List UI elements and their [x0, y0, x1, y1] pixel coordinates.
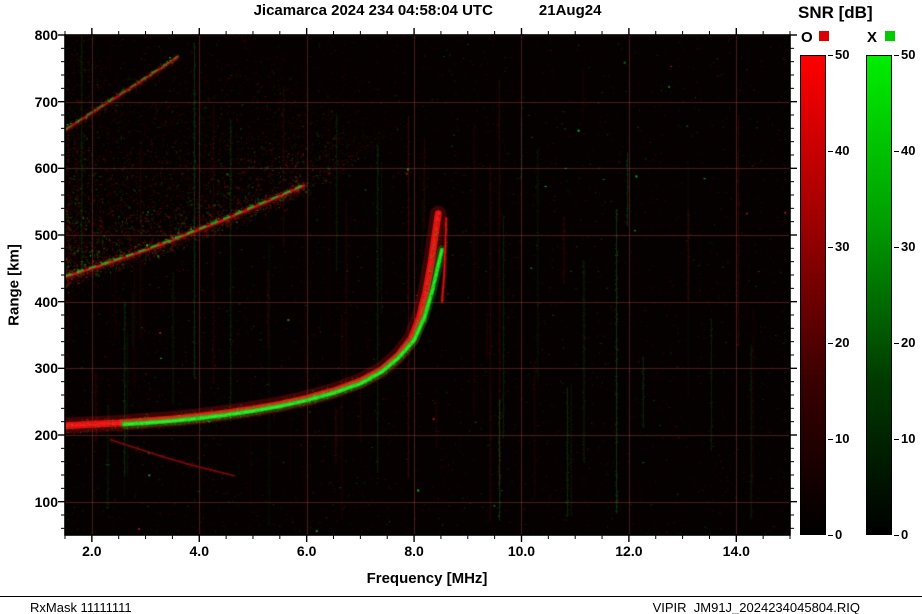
x-tick-label: 10.0 — [507, 543, 536, 559]
rxmask-label: RxMask 11111111 — [30, 600, 132, 614]
o-colorbar-tick — [828, 151, 833, 152]
x-tick-label: 12.0 — [615, 543, 643, 559]
x-colorbar-tick-label: 0 — [901, 527, 909, 542]
title-row: Jicamarca 2024 234 04:58:04 UTC 21Aug24 — [65, 2, 790, 19]
page-title: Jicamarca 2024 234 04:58:04 UTC — [253, 2, 493, 19]
x-colorbar-tick-label: 40 — [901, 143, 916, 158]
o-colorbar-tick-label: 30 — [835, 239, 850, 254]
ionogram-canvas — [65, 35, 790, 535]
title-date: 21Aug24 — [538, 2, 602, 19]
x-tick-label: 8.0 — [404, 543, 424, 559]
file-label: VIPIR JM91J_2024234045804.RIQ — [652, 600, 860, 614]
o-colorbar-tick — [828, 55, 833, 56]
o-colorbar-tick-label: 40 — [835, 143, 850, 158]
o-colorbar-tick-label: 10 — [835, 431, 850, 446]
x-colorbar-tick — [894, 151, 899, 152]
x-legend-chip — [885, 31, 895, 41]
y-tick-label: 500 — [34, 227, 58, 243]
x-tick-label: 6.0 — [296, 543, 317, 559]
x-colorbar-tick — [894, 439, 899, 440]
y-tick-label: 100 — [34, 493, 58, 510]
y-tick-label: 700 — [34, 93, 58, 110]
y-axis-label: Range [km] — [5, 244, 23, 326]
y-tick-label: 600 — [34, 160, 58, 177]
x-colorbar-tick-label: 50 — [901, 47, 916, 62]
x-axis-label: Frequency [MHz] — [366, 570, 488, 587]
x-colorbar-label: X — [867, 29, 878, 46]
y-tick-label: 200 — [34, 427, 58, 443]
x-tick-label: 4.0 — [189, 543, 209, 559]
x-tick-label: 14.0 — [722, 543, 750, 559]
o-colorbar-label: O — [801, 29, 813, 46]
colorbar-title: SNR [dB] — [798, 3, 873, 22]
x-colorbar — [866, 55, 892, 535]
x-colorbar-tick — [894, 55, 899, 56]
o-colorbar-tick-label: 50 — [835, 47, 850, 62]
y-tick-label: 800 — [34, 27, 58, 43]
o-colorbar-tick-label: 0 — [835, 527, 843, 542]
x-colorbar-tick — [894, 535, 899, 536]
x-colorbar-tick — [894, 247, 899, 248]
x-colorbar-tick — [894, 343, 899, 344]
y-tick-label: 400 — [34, 293, 58, 310]
o-colorbar-tick-label: 20 — [835, 335, 850, 350]
footer-divider — [0, 596, 922, 597]
o-colorbar-tick — [828, 343, 833, 344]
y-tick-label: 300 — [34, 360, 58, 377]
x-colorbar-tick-label: 20 — [901, 335, 916, 350]
x-colorbar-tick-label: 30 — [901, 239, 916, 254]
x-colorbar-tick-label: 10 — [901, 431, 916, 446]
o-colorbar-tick — [828, 535, 833, 536]
o-colorbar-tick — [828, 247, 833, 248]
o-colorbar — [800, 55, 826, 535]
x-tick-label: 2.0 — [82, 543, 102, 559]
o-colorbar-tick — [828, 439, 833, 440]
o-legend-chip — [819, 31, 829, 41]
